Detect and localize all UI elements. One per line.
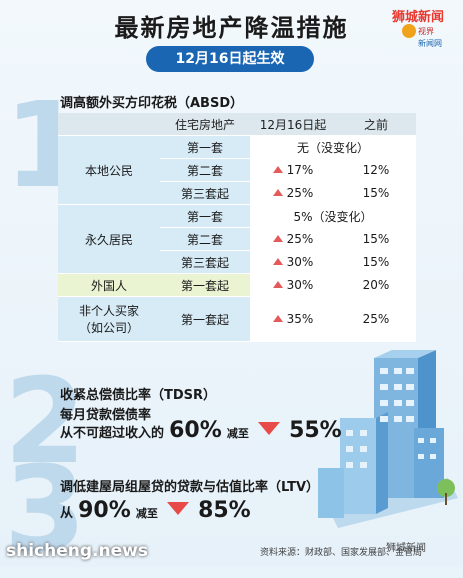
header-cell: 12月16日起 <box>250 113 336 136</box>
table-row: 本地公民 第一套 无（没变化） <box>58 135 416 205</box>
logo-sub2: 新闻网 <box>418 39 442 48</box>
arrow-up-icon <box>272 166 283 173</box>
tdsr-title: 收紧总偿债比率（TDSR） <box>60 388 217 403</box>
property-count: 第一套起 <box>160 296 250 342</box>
table-row: 第三套起 25% 15% <box>58 181 416 205</box>
property-count: 第二套 <box>160 227 250 251</box>
table-row: 外国人 第一套起 30% 20% <box>58 273 416 297</box>
property-count: 第一套 <box>160 204 250 228</box>
absd-table: 住宅房地产 12月16日起 之前 本地公民 第一套 无（没变化） 第二套 17%… <box>58 113 416 342</box>
logo-ball-icon <box>402 24 416 38</box>
rate-new: 25% <box>250 181 336 205</box>
arrow-up-icon <box>272 235 283 242</box>
page-title: 最新房地产降温措施 <box>114 14 349 42</box>
table-row: 第二套 17% 12% <box>58 158 416 182</box>
rate-unchanged: 5%（没变化） <box>250 204 416 228</box>
rate-new: 25% <box>250 227 336 251</box>
header-cell <box>58 113 160 136</box>
logo-sub1: 视界 <box>418 27 434 36</box>
rate-old: 15% <box>336 227 416 251</box>
tdsr-old-value: 60% <box>169 418 222 443</box>
property-count: 第三套起 <box>160 181 250 205</box>
absd-title: 调高额外买方印花税（ABSD） <box>60 96 244 111</box>
arrow-up-icon <box>272 281 283 288</box>
rate-old: 12% <box>336 158 416 182</box>
buyer-local-citizen: 本地公民 <box>58 135 160 205</box>
ltv-change: 从 90% 减至 85% <box>60 498 251 523</box>
property-count: 第一套 <box>160 135 250 159</box>
arrow-down-icon <box>166 502 189 515</box>
rate-new: 17% <box>250 158 336 182</box>
rate-unchanged: 无（没变化） <box>250 135 416 159</box>
property-count: 第一套起 <box>160 273 250 297</box>
table-row: 第三套起 30% 15% <box>58 250 416 274</box>
rate-new: 30% <box>250 273 336 297</box>
tdsr-change: 从不可超过收入的 60% 减至 55% <box>60 418 342 443</box>
rate-new: 30% <box>250 250 336 274</box>
section-number-3: 3 <box>4 440 87 578</box>
wechat-tag: 狮城新闻 <box>386 543 426 554</box>
rate-old: 20% <box>336 273 416 297</box>
buyer-pr: 永久居民 <box>58 204 160 274</box>
ltv-title: 调低建屋局组屋贷的贷款与估值比率（LTV） <box>60 480 320 495</box>
arrow-down-icon <box>257 422 280 435</box>
rate-old: 25% <box>336 296 416 342</box>
arrow-up-icon <box>272 258 283 265</box>
tdsr-new-value: 55% <box>289 418 342 443</box>
logo-text: 狮城新闻 <box>392 10 445 25</box>
arrow-up-icon <box>272 315 283 322</box>
table-row: 非个人买家 （如公司） 第一套起 35% 25% <box>58 296 416 342</box>
buildings-illustration <box>318 350 458 528</box>
rate-old: 15% <box>336 250 416 274</box>
buyer-foreigner: 外国人 <box>58 273 160 297</box>
ltv-old-value: 90% <box>78 498 131 523</box>
header-cell: 之前 <box>336 113 416 136</box>
rate-old: 15% <box>336 181 416 205</box>
watermark: shicheng.news <box>6 541 148 561</box>
property-count: 第二套 <box>160 158 250 182</box>
brand-logo: 狮城新闻 视界 新闻网 <box>392 6 460 52</box>
section-number-2: 2 <box>4 352 87 490</box>
table-row: 永久居民 第一套 5%（没变化） <box>58 204 416 274</box>
table-row: 第二套 25% 15% <box>58 227 416 251</box>
buyer-entity: 非个人买家 （如公司） <box>58 296 160 342</box>
tdsr-subtitle: 每月贷款偿债率 <box>60 408 152 423</box>
property-count: 第三套起 <box>160 250 250 274</box>
table-header-row: 住宅房地产 12月16日起 之前 <box>58 113 416 136</box>
ltv-new-value: 85% <box>198 498 251 523</box>
arrow-up-icon <box>272 189 283 196</box>
header-cell: 住宅房地产 <box>160 113 250 136</box>
source-note: 资料来源：财政部、国家发展部、金管局 <box>260 548 423 558</box>
effective-date-badge: 12月16日起生效 <box>146 46 314 72</box>
rate-new: 35% <box>250 296 336 342</box>
